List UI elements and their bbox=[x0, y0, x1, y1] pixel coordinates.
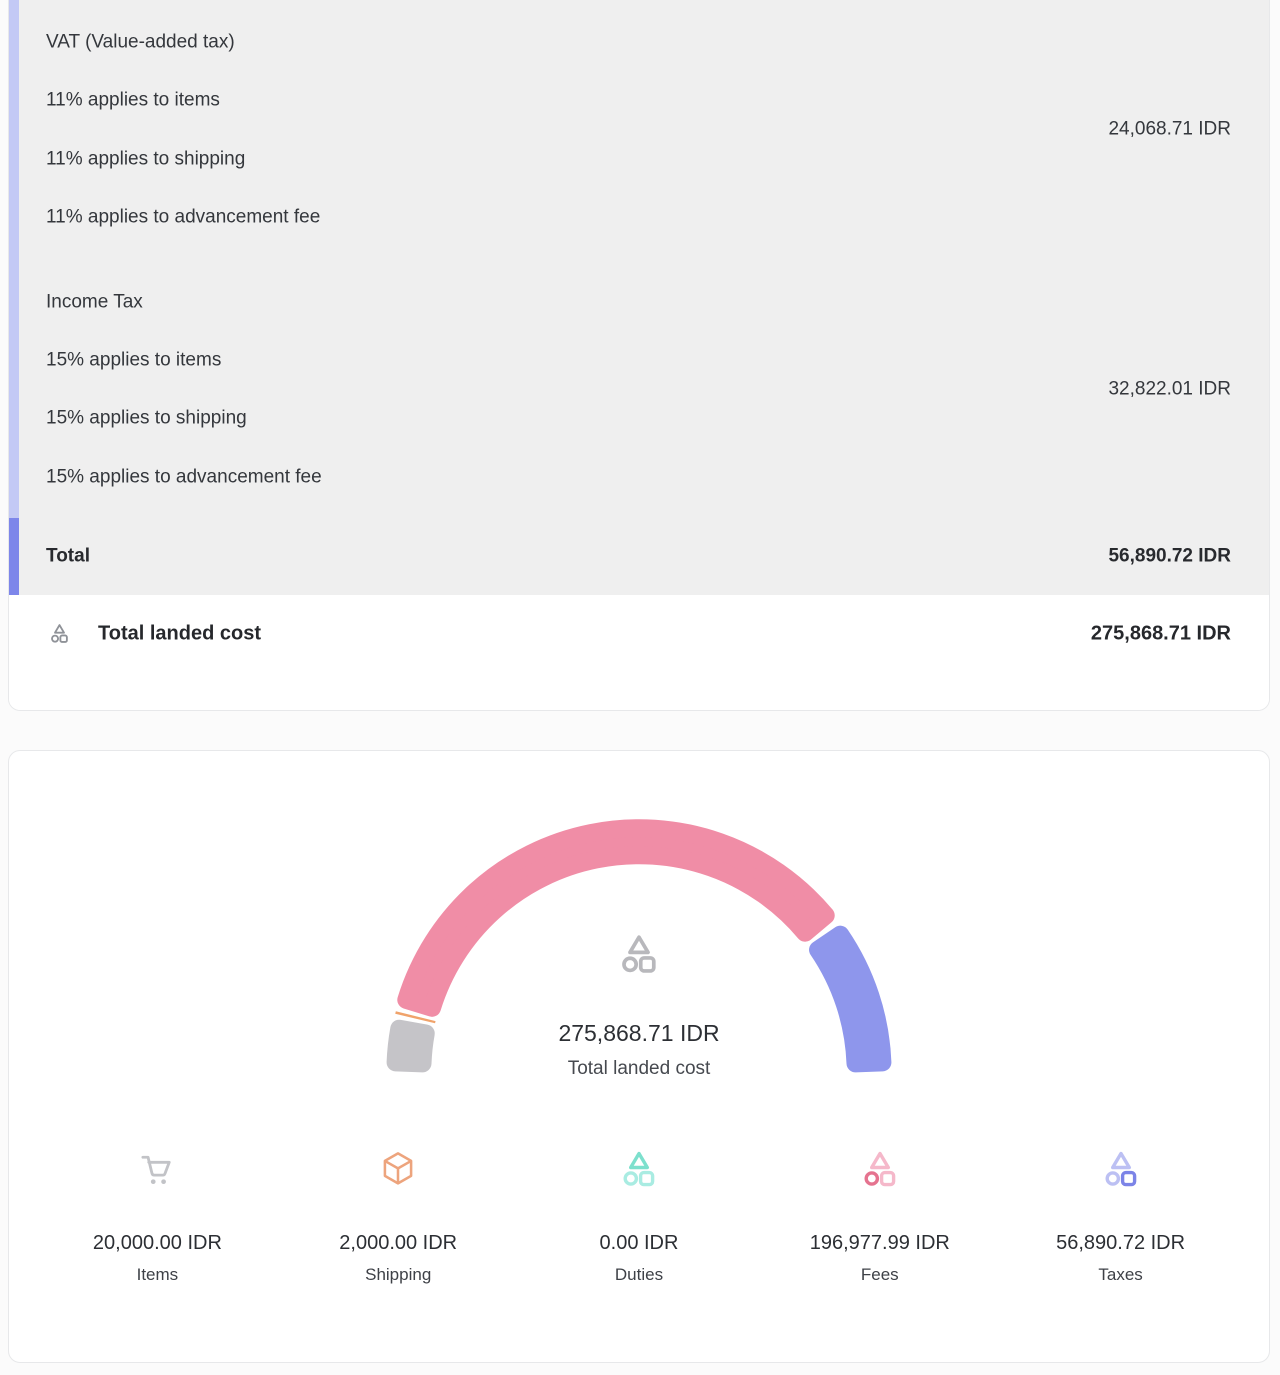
metric-value: 196,977.99 IDR bbox=[809, 1232, 950, 1254]
income-tax-section-title: Income Tax bbox=[46, 291, 143, 313]
cart-icon bbox=[141, 1155, 172, 1185]
vat-section-title: VAT (Value-added tax) bbox=[46, 31, 235, 53]
scrollbar-thumb[interactable] bbox=[9, 518, 19, 595]
metric-fees: 196,977.99 IDR Fees bbox=[759, 1146, 1000, 1285]
vat-line-advancement: 11% applies to advancement fee bbox=[46, 206, 321, 228]
shapes-triad-icon bbox=[1105, 1151, 1136, 1187]
metric-label: Items bbox=[136, 1265, 179, 1284]
metric-value: 2,000.00 IDR bbox=[339, 1232, 458, 1254]
metric-label: Fees bbox=[860, 1265, 899, 1284]
total-landed-cost-row: Total landed cost 275,868.71 IDR bbox=[9, 595, 1269, 710]
metric-value: 20,000.00 IDR bbox=[92, 1232, 222, 1254]
taxes-total-label: Total bbox=[46, 545, 90, 567]
cost-metrics-row: 20,000.00 IDR Items 2,000.00 IDR Shippin… bbox=[37, 1146, 1241, 1285]
metric-value: 56,890.72 IDR bbox=[1056, 1232, 1186, 1254]
metric-taxes: 56,890.72 IDR Taxes bbox=[1000, 1146, 1241, 1285]
total-landed-cost-amount: 275,868.71 IDR bbox=[1090, 622, 1231, 645]
metric-icon bbox=[519, 1146, 760, 1192]
vat-line-items: 11% applies to items bbox=[46, 89, 220, 111]
metric-label: Shipping bbox=[365, 1265, 432, 1284]
scrollbar-track[interactable] bbox=[9, 0, 19, 595]
vat-line-shipping: 11% applies to shipping bbox=[46, 148, 246, 170]
package-icon bbox=[383, 1152, 413, 1185]
shapes-triad-icon bbox=[623, 1151, 655, 1187]
gauge-center-value: 275,868.71 IDR bbox=[558, 1020, 720, 1046]
gauge-center-label: Total landed cost bbox=[567, 1058, 711, 1079]
metric-icon bbox=[1000, 1146, 1241, 1192]
cost-breakdown-card: VAT (Value-added tax) 11% applies to ite… bbox=[8, 0, 1270, 711]
total-landed-cost-label: Total landed cost bbox=[98, 622, 261, 645]
income-tax-line-shipping: 15% applies to shipping bbox=[46, 407, 247, 429]
metric-duties: 0.00 IDR Duties bbox=[519, 1146, 760, 1285]
taxes-breakdown-panel: VAT (Value-added tax) 11% applies to ite… bbox=[9, 0, 1269, 595]
metric-icon bbox=[278, 1146, 519, 1192]
metric-label: Taxes bbox=[1098, 1265, 1143, 1284]
metric-shipping: 2,000.00 IDR Shipping bbox=[278, 1146, 519, 1285]
income-tax-line-advancement: 15% applies to advancement fee bbox=[46, 466, 322, 488]
shapes-triad-icon bbox=[864, 1151, 896, 1187]
metric-value: 0.00 IDR bbox=[599, 1232, 679, 1254]
metric-items: 20,000.00 IDR Items bbox=[37, 1146, 278, 1285]
metric-icon bbox=[37, 1146, 278, 1192]
gauge-center-icon bbox=[614, 931, 664, 977]
income-tax-line-items: 15% applies to items bbox=[46, 349, 222, 371]
metric-icon bbox=[759, 1146, 1000, 1192]
gauge-chart[interactable] bbox=[9, 817, 1269, 1159]
vat-amount: 24,068.71 IDR bbox=[1108, 118, 1231, 140]
income-tax-amount: 32,822.01 IDR bbox=[1108, 378, 1231, 400]
landed-cost-gauge-card: 275,868.71 IDR Total landed cost 20,000.… bbox=[8, 750, 1270, 1363]
shapes-triad-icon bbox=[51, 624, 68, 643]
metric-label: Duties bbox=[614, 1265, 664, 1284]
shapes-triad-icon bbox=[622, 935, 656, 973]
taxes-total-amount: 56,890.72 IDR bbox=[1108, 545, 1231, 567]
